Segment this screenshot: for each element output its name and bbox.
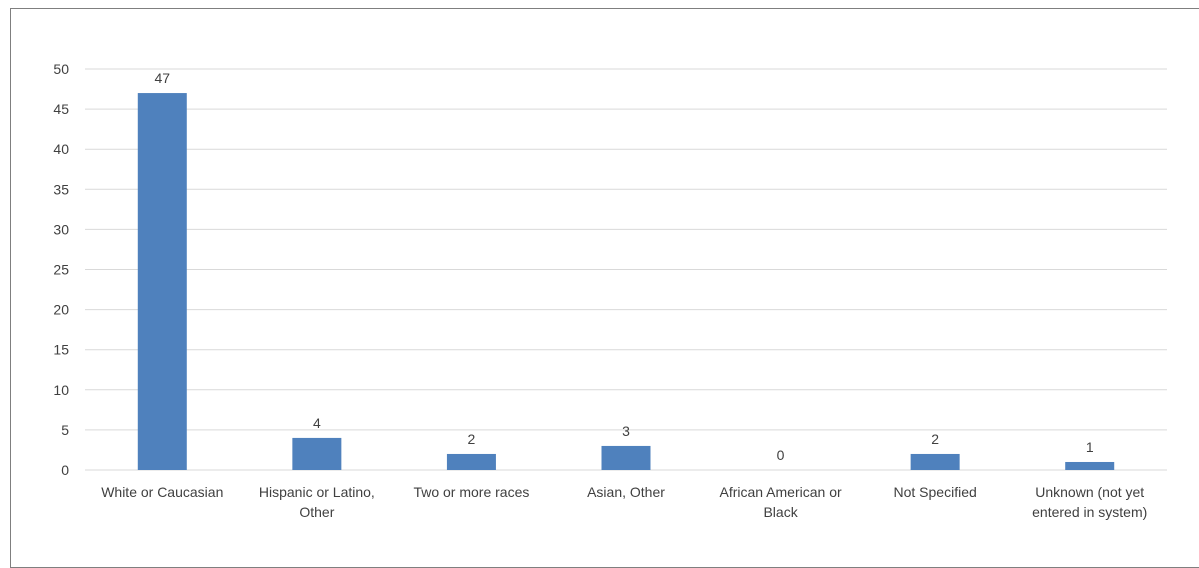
data-label: 47	[154, 70, 170, 86]
y-tick-label: 50	[53, 61, 69, 77]
x-tick-label: Two or more races	[413, 484, 529, 500]
x-tick-label: Not Specified	[894, 484, 977, 500]
data-label: 2	[468, 431, 476, 447]
chart-frame	[10, 8, 1199, 568]
x-tick-label-line: White or Caucasian	[101, 484, 223, 500]
x-axis-labels: White or Caucasian Hispanic or Latino, Oth…	[101, 484, 1147, 520]
data-label: 0	[777, 447, 785, 463]
y-tick-label: 0	[61, 462, 69, 478]
data-labels: 47 4 2 3 0 2 1	[154, 70, 1093, 463]
y-tick-label: 20	[53, 302, 69, 318]
bar	[446, 453, 496, 470]
data-label: 3	[622, 423, 630, 439]
y-axis-ticks: 0 5 10 15 20 25 30 35 40 45 50	[53, 61, 69, 478]
data-label: 4	[313, 415, 321, 431]
bar	[1065, 461, 1115, 470]
x-tick-label-line: African American or	[719, 484, 841, 500]
gridlines	[85, 68, 1167, 471]
y-tick-label: 30	[53, 221, 69, 237]
data-label: 1	[1086, 439, 1094, 455]
x-tick-label-line: Unknown (not yet	[1035, 484, 1144, 500]
y-tick-label: 45	[53, 101, 69, 117]
bar	[292, 437, 342, 470]
bar	[910, 453, 960, 470]
x-tick-label: African American or Black	[719, 484, 841, 520]
x-tick-label: Asian, Other	[587, 484, 665, 500]
x-tick-label: Hispanic or Latino, Other	[259, 484, 375, 520]
x-tick-label-line: Two or more races	[413, 484, 529, 500]
y-tick-label: 25	[53, 262, 69, 278]
x-tick-label-line: entered in system)	[1032, 504, 1147, 520]
y-tick-label: 15	[53, 342, 69, 358]
y-tick-label: 40	[53, 141, 69, 157]
x-tick-label-line: Not Specified	[894, 484, 977, 500]
x-tick-label-line: Hispanic or Latino,	[259, 484, 375, 500]
x-tick-label: Unknown (not yet entered in system)	[1032, 484, 1147, 520]
x-tick-label-line: Other	[299, 504, 334, 520]
y-tick-label: 35	[53, 181, 69, 197]
y-tick-label: 10	[53, 382, 69, 398]
bars	[137, 93, 1115, 470]
x-tick-label-line: Asian, Other	[587, 484, 665, 500]
x-tick-label: White or Caucasian	[101, 484, 223, 500]
data-label: 2	[931, 431, 939, 447]
bar	[601, 445, 651, 470]
bar	[137, 93, 187, 470]
x-tick-label-line: Black	[763, 504, 798, 520]
y-tick-label: 5	[61, 422, 69, 438]
